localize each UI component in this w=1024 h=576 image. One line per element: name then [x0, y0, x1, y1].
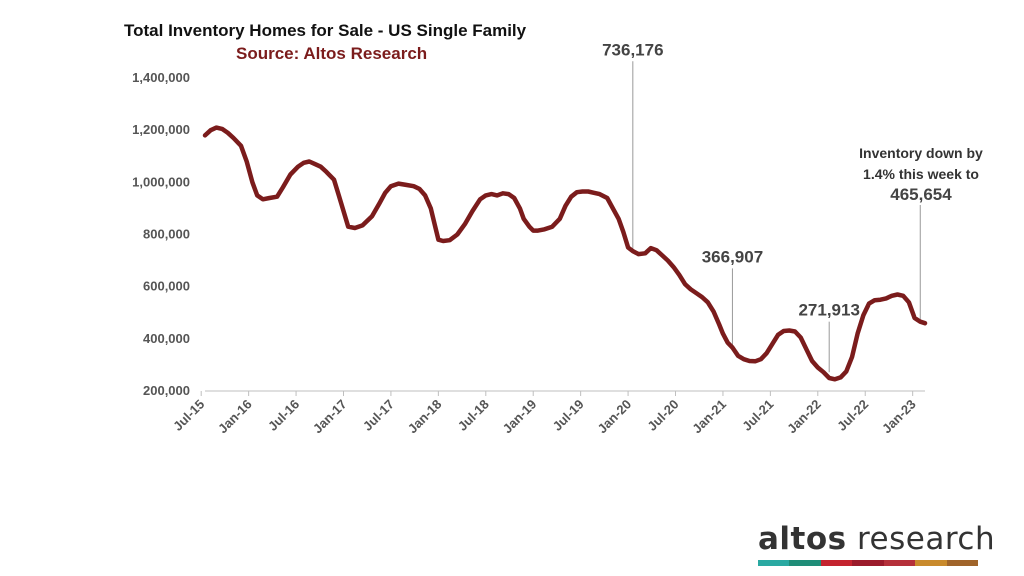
x-tick-label: Jan-22 — [784, 397, 824, 437]
y-tick-label: 800,000 — [143, 227, 190, 242]
inventory-series-line — [202, 125, 928, 382]
logo-word-research: research — [846, 521, 996, 557]
x-tick-label: Jan-23 — [879, 397, 919, 437]
x-tick-label: Jan-21 — [689, 397, 729, 437]
x-tick-label: Jul-21 — [739, 397, 776, 434]
y-tick-label: 600,000 — [143, 279, 190, 294]
y-axis: 200,000 400,000 600,000 800,000 1,000,000 1,2… — [132, 70, 190, 398]
logo-color-segment — [883, 560, 916, 566]
y-tick-label: 1,000,000 — [132, 174, 190, 189]
annotations: 736,176 366,907 271,913 Inventory down by 1.… — [602, 40, 983, 319]
x-tick-label: Jul-19 — [550, 397, 587, 434]
logo-color-segment — [852, 560, 884, 566]
logo-color-segment — [789, 560, 821, 566]
logo-color-segment — [758, 560, 790, 566]
logo-color-segment — [915, 560, 947, 566]
x-tick-label: Jul-17 — [360, 397, 397, 434]
logo-color-bar — [758, 560, 978, 566]
logo-word-altos: altos — [758, 521, 847, 557]
chart-subtitle: Source: Altos Research — [236, 44, 427, 63]
x-tick-label: Jul-18 — [455, 397, 492, 434]
y-tick-label: 1,200,000 — [132, 122, 190, 137]
x-tick-label: Jan-19 — [500, 397, 540, 437]
x-axis: Jul-15 Jan-16 Jul-16 Jan-17 Jul-17 Jan-18 Jul-… — [170, 390, 925, 437]
y-tick-label: 200,000 — [143, 383, 190, 398]
chart-title: Total Inventory Homes for Sale - US Sing… — [124, 21, 527, 40]
annotation-note-line: 1.4% this week to — [863, 166, 979, 182]
annotation-label: 366,907 — [702, 247, 763, 266]
logo-color-segment — [820, 560, 853, 566]
x-tick-label: Jul-15 — [170, 397, 207, 434]
x-tick-label: Jul-16 — [265, 397, 302, 434]
annotation-note-line: Inventory down by — [859, 145, 983, 161]
logo-color-segment — [946, 560, 978, 566]
annotation-note-line: 465,654 — [890, 185, 952, 204]
x-tick-label: Jul-20 — [644, 397, 681, 434]
altos-research-logo: altos research — [758, 521, 995, 566]
annotation-label: 271,913 — [798, 301, 859, 320]
x-tick-label: Jan-16 — [215, 397, 255, 437]
annotation-label: 736,176 — [602, 40, 663, 59]
y-tick-label: 400,000 — [143, 331, 190, 346]
x-tick-label: Jul-22 — [834, 397, 871, 434]
x-tick-label: Jan-17 — [310, 397, 350, 437]
annotation-leaders — [632, 61, 921, 373]
x-tick-label: Jan-18 — [405, 397, 445, 437]
x-tick-label: Jan-20 — [594, 397, 634, 437]
y-tick-label: 1,400,000 — [132, 70, 190, 85]
